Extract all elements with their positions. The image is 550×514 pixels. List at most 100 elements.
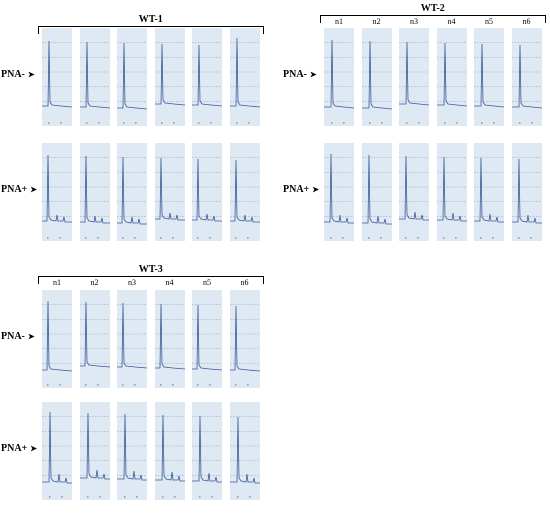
arrow-icon: ➤: [312, 184, 319, 194]
axis-tick-label: T: [493, 121, 496, 125]
group-title: WT-3: [138, 264, 163, 275]
group-title: WT-1: [138, 14, 163, 25]
chromatogram-trace: [229, 37, 260, 108]
panel-background: [229, 402, 260, 500]
axis-tick-label: T: [342, 236, 345, 240]
chromatogram-trace: [474, 157, 504, 223]
column-label-n6: n6: [522, 17, 531, 26]
chromatogram-trace: [154, 157, 185, 221]
axis-tick-label: T: [248, 495, 251, 499]
axis-tick-label: C: [236, 495, 239, 499]
axis-tick-label: C: [84, 383, 87, 387]
axis-tick-label: T: [61, 495, 64, 499]
axis-tick-label: C: [124, 495, 127, 499]
panel-background: [192, 402, 222, 500]
panel-background: [361, 143, 392, 241]
panel-background: [79, 290, 110, 388]
axis-tick-label: C: [197, 383, 200, 387]
chromatogram-trace: [79, 41, 110, 109]
axis-tick-label: C: [517, 236, 520, 240]
arrow-icon: ➤: [27, 69, 35, 79]
axis-tick-label: C: [518, 121, 521, 125]
axis-tick-label: C: [405, 236, 408, 240]
panel-background: [79, 28, 110, 126]
group-bracket: [38, 26, 264, 34]
axis-tick-label: T: [380, 121, 383, 125]
axis-tick-label: C: [84, 236, 87, 240]
column-label-n4: n4: [165, 278, 174, 287]
panel-background: [511, 143, 542, 241]
axis-tick-label: C: [122, 383, 125, 387]
axis-tick-label: C: [161, 495, 164, 499]
panel-background: [192, 143, 222, 241]
chromatogram-trace: [399, 155, 429, 221]
axis-tick-label: T: [210, 121, 213, 125]
panel-background: [154, 402, 185, 500]
axis-tick-label: C: [330, 236, 333, 240]
arrow-icon: ➤: [30, 184, 37, 194]
axis-tick-label: T: [171, 383, 174, 387]
chromatogram-trace: [361, 154, 392, 225]
chromatogram-trace: [324, 39, 355, 109]
chromatogram-trace: [42, 40, 73, 108]
group-bracket: [38, 276, 264, 284]
column-label-n5: n5: [485, 17, 493, 26]
chromatogram-trace: [361, 40, 392, 110]
axis-tick-label: C: [367, 236, 370, 240]
axis-tick-label: T: [417, 236, 420, 240]
chromatogram-trace: [436, 156, 467, 222]
chromatogram-trace: [117, 413, 147, 481]
panel-background: [42, 402, 72, 500]
axis-tick-label: T: [455, 121, 458, 125]
axis-tick-label: C: [123, 121, 126, 125]
axis-tick-label: C: [199, 495, 202, 499]
axis-tick-label: C: [481, 121, 484, 125]
axis-tick-label: T: [454, 236, 457, 240]
axis-tick-label: T: [209, 383, 212, 387]
panel-background: [117, 290, 147, 388]
panel-background: [117, 28, 147, 126]
axis-tick-label: T: [530, 121, 533, 125]
column-label-n2: n2: [372, 17, 381, 26]
panel-background: [324, 28, 354, 126]
axis-tick-label: T: [246, 236, 249, 240]
arrow-icon: ➤: [27, 331, 35, 341]
row-label-text: PNA+: [1, 443, 28, 454]
row-label-pna-minus: PNA- ➤: [283, 69, 317, 80]
row-label-pna-plus: PNA+ ➤: [1, 443, 37, 454]
axis-tick-label: C: [122, 236, 125, 240]
panel-background: [361, 28, 392, 126]
row-label-text: PNA-: [1, 69, 25, 80]
panel-background: [154, 143, 185, 241]
panel-background: [117, 143, 147, 241]
axis-tick-label: T: [60, 121, 63, 125]
axis-tick-label: T: [59, 383, 62, 387]
axis-tick-label: T: [529, 236, 532, 240]
axis-tick-label: C: [160, 121, 163, 125]
chromatogram-trace: [79, 155, 110, 224]
panel-background: [154, 290, 185, 388]
group-title: WT-2: [420, 3, 445, 14]
panel-background: [474, 28, 504, 126]
axis-tick-label: C: [406, 121, 409, 125]
axis-tick-label: T: [246, 383, 249, 387]
chromatogram-trace: [229, 305, 260, 372]
chromatogram-trace: [42, 154, 72, 223]
chromatogram-trace: [192, 304, 223, 371]
